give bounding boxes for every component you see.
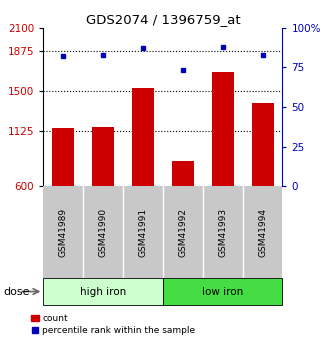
- Bar: [52, 128, 74, 250]
- Legend: count, percentile rank within the sample: count, percentile rank within the sample: [27, 311, 199, 339]
- Bar: [212, 72, 234, 250]
- Bar: [92, 127, 114, 250]
- Title: GDS2074 / 1396759_at: GDS2074 / 1396759_at: [86, 13, 240, 27]
- Text: GSM41993: GSM41993: [218, 207, 227, 257]
- Text: high iron: high iron: [80, 287, 126, 296]
- Bar: [172, 161, 194, 250]
- Text: GSM41991: GSM41991: [138, 207, 147, 257]
- Bar: [252, 103, 273, 250]
- Bar: [163, 278, 282, 305]
- Bar: [132, 88, 154, 250]
- Text: GSM41989: GSM41989: [59, 207, 68, 257]
- Text: GSM41994: GSM41994: [258, 207, 267, 257]
- Bar: [43, 278, 163, 305]
- Text: GSM41992: GSM41992: [178, 207, 187, 257]
- Text: low iron: low iron: [202, 287, 243, 296]
- Text: dose: dose: [3, 287, 30, 296]
- Text: GSM41990: GSM41990: [99, 207, 108, 257]
